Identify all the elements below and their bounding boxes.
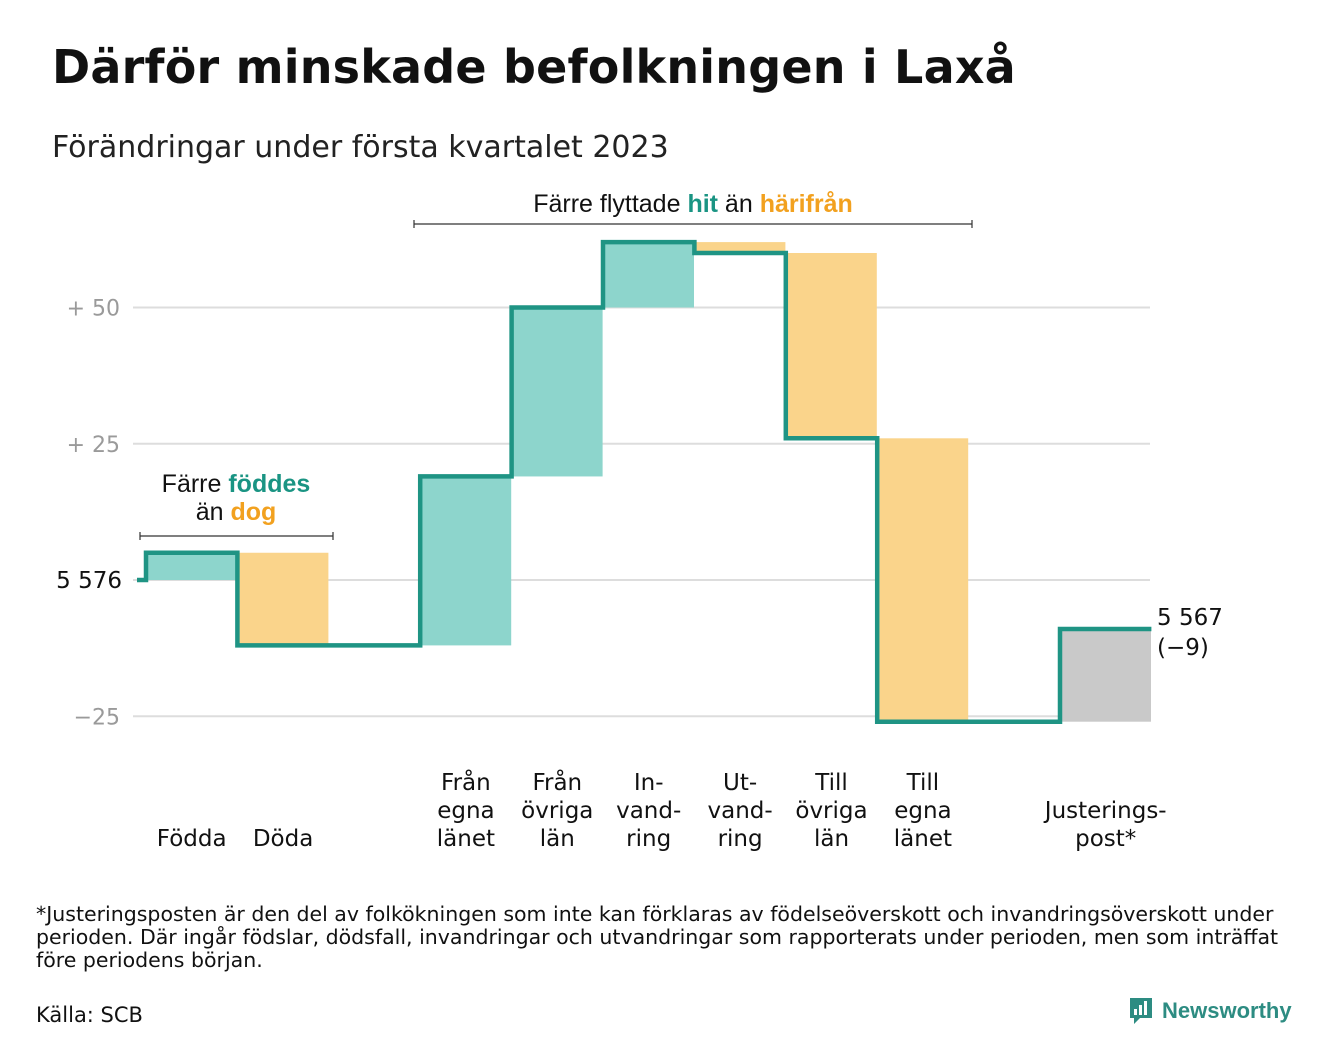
- category-label: Justerings-post*: [1043, 798, 1167, 852]
- end-change-label: (−9): [1157, 635, 1209, 661]
- bar-inflow: [511, 307, 603, 477]
- category-label: Födda: [157, 826, 227, 852]
- brand-name: Newsworthy: [1162, 998, 1292, 1023]
- y-tick-label: + 25: [67, 433, 120, 458]
- birth-annotation-highlight-out: dog: [230, 498, 277, 526]
- footnote: *Justeringsposten är den del av folkökni…: [36, 902, 1279, 972]
- category-label: Döda: [253, 826, 313, 852]
- bar-inflow: [420, 476, 512, 646]
- category-label: Från övriga län: [521, 768, 593, 852]
- waterfall-chart: + 50 + 25 −25 5 576 Födda Döda Från egna länet Fr…: [56, 220, 1223, 852]
- bar-outflow: [237, 552, 329, 646]
- chart-title: Därför minskade befolkningen i Laxå: [52, 40, 1016, 94]
- category-label: Ut-vand-ring: [708, 770, 773, 852]
- bar-adjustment: [1060, 629, 1151, 722]
- chart-subtitle: Förändringar under första kvartalet 2023: [52, 130, 669, 165]
- migration-annotation: Färre flyttade hit än härifrån: [414, 190, 972, 218]
- bar-inflow: [603, 242, 694, 308]
- bar-outflow: [694, 242, 786, 253]
- y-tick-label: −25: [74, 705, 120, 730]
- migration-annotation-highlight-out: härifrån: [759, 190, 853, 218]
- source-credit: Källa: SCB: [36, 1003, 143, 1027]
- category-label: Från egna länet: [437, 768, 495, 852]
- category-label: Till övriga län: [795, 770, 867, 852]
- birth-annotation-text-2: än: [195, 498, 231, 526]
- y-tick-label: + 50: [67, 297, 120, 322]
- migration-annotation-highlight-in: hit: [687, 190, 718, 218]
- brand-logo: Newsworthy: [1128, 996, 1292, 1026]
- birth-annotation-highlight-in: föddes: [228, 470, 311, 498]
- category-label: In-vand-ring: [616, 770, 681, 852]
- start-value-label: 5 576: [56, 568, 122, 594]
- migration-annotation-text: Färre flyttade: [533, 190, 688, 218]
- birth-annotation: Färre föddes än dog: [136, 470, 336, 526]
- newsworthy-icon: [1130, 998, 1152, 1024]
- bar-outflow: [785, 253, 877, 439]
- birth-annotation-text: Färre: [161, 470, 229, 498]
- running-total-line: [137, 239, 1152, 724]
- bar-outflow: [877, 438, 969, 722]
- bar-inflow: [146, 552, 237, 580]
- end-value-label: 5 567: [1157, 605, 1223, 631]
- category-label: Till egna länet: [894, 770, 952, 852]
- migration-annotation-text-2: än: [717, 190, 760, 218]
